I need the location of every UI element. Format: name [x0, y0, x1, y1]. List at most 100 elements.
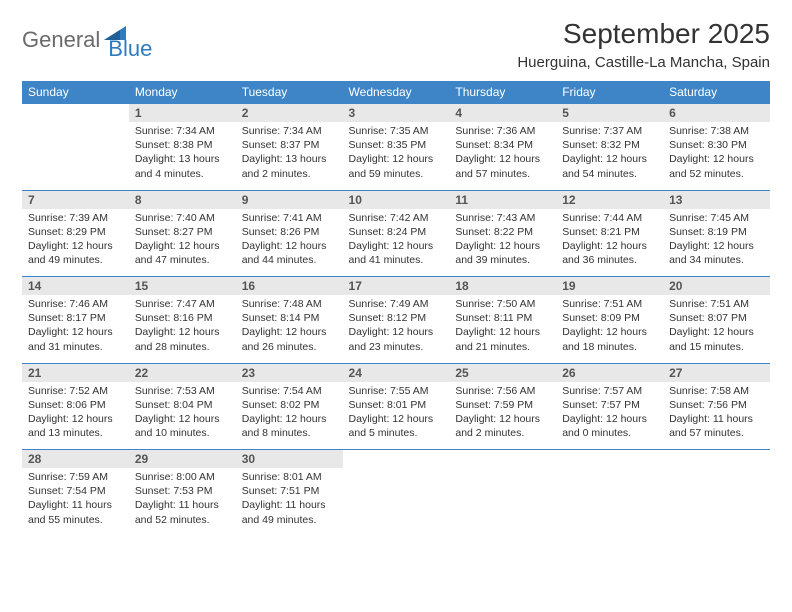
sunrise-text: Sunrise: 7:46 AM — [28, 297, 123, 311]
sunset-text: Sunset: 7:53 PM — [135, 484, 230, 498]
day-number-cell: 21 — [22, 363, 129, 382]
sunset-text: Sunset: 8:22 PM — [455, 225, 550, 239]
daylight-text: Daylight: 12 hours and 49 minutes. — [28, 239, 123, 267]
day-number-cell: 12 — [556, 190, 663, 209]
day-number-cell: 7 — [22, 190, 129, 209]
day-number-cell: 19 — [556, 277, 663, 296]
calendar-table: Sunday Monday Tuesday Wednesday Thursday… — [22, 81, 770, 536]
sunset-text: Sunset: 8:35 PM — [349, 138, 444, 152]
location: Huerguina, Castille-La Mancha, Spain — [517, 54, 770, 71]
day-number-cell: 28 — [22, 450, 129, 469]
day-number-cell — [556, 450, 663, 469]
day-detail-cell — [449, 468, 556, 536]
day-number-cell: 18 — [449, 277, 556, 296]
sunrise-text: Sunrise: 8:00 AM — [135, 470, 230, 484]
sunset-text: Sunset: 7:54 PM — [28, 484, 123, 498]
day-number-cell: 4 — [449, 104, 556, 123]
daylight-text: Daylight: 12 hours and 59 minutes. — [349, 152, 444, 180]
day-number-row: 123456 — [22, 104, 770, 123]
day-number-cell: 26 — [556, 363, 663, 382]
day-detail-row: Sunrise: 7:39 AMSunset: 8:29 PMDaylight:… — [22, 209, 770, 277]
day-detail-cell: Sunrise: 7:45 AMSunset: 8:19 PMDaylight:… — [663, 209, 770, 277]
sunrise-text: Sunrise: 7:49 AM — [349, 297, 444, 311]
sunset-text: Sunset: 8:27 PM — [135, 225, 230, 239]
day-number-cell: 14 — [22, 277, 129, 296]
sunrise-text: Sunrise: 7:43 AM — [455, 211, 550, 225]
sunrise-text: Sunrise: 7:38 AM — [669, 124, 764, 138]
sunrise-text: Sunrise: 7:58 AM — [669, 384, 764, 398]
day-detail-cell: Sunrise: 8:01 AMSunset: 7:51 PMDaylight:… — [236, 468, 343, 536]
day-detail-cell: Sunrise: 7:44 AMSunset: 8:21 PMDaylight:… — [556, 209, 663, 277]
daylight-text: Daylight: 12 hours and 0 minutes. — [562, 412, 657, 440]
day-number-cell: 1 — [129, 104, 236, 123]
day-detail-cell: Sunrise: 7:58 AMSunset: 7:56 PMDaylight:… — [663, 382, 770, 450]
daylight-text: Daylight: 12 hours and 21 minutes. — [455, 325, 550, 353]
sunrise-text: Sunrise: 7:34 AM — [135, 124, 230, 138]
day-detail-cell: Sunrise: 7:46 AMSunset: 8:17 PMDaylight:… — [22, 295, 129, 363]
sunset-text: Sunset: 8:32 PM — [562, 138, 657, 152]
sunrise-text: Sunrise: 7:44 AM — [562, 211, 657, 225]
header: General Blue September 2025 Huerguina, C… — [22, 18, 770, 71]
sunrise-text: Sunrise: 7:48 AM — [242, 297, 337, 311]
sunset-text: Sunset: 8:11 PM — [455, 311, 550, 325]
sunset-text: Sunset: 8:14 PM — [242, 311, 337, 325]
daylight-text: Daylight: 12 hours and 57 minutes. — [455, 152, 550, 180]
weekday-header: Sunday — [22, 81, 129, 104]
day-detail-row: Sunrise: 7:34 AMSunset: 8:38 PMDaylight:… — [22, 122, 770, 190]
day-number-cell: 2 — [236, 104, 343, 123]
sunset-text: Sunset: 8:21 PM — [562, 225, 657, 239]
daylight-text: Daylight: 12 hours and 8 minutes. — [242, 412, 337, 440]
day-number-cell: 13 — [663, 190, 770, 209]
day-detail-cell: Sunrise: 7:38 AMSunset: 8:30 PMDaylight:… — [663, 122, 770, 190]
day-detail-cell: Sunrise: 7:36 AMSunset: 8:34 PMDaylight:… — [449, 122, 556, 190]
sunset-text: Sunset: 8:01 PM — [349, 398, 444, 412]
sunrise-text: Sunrise: 7:39 AM — [28, 211, 123, 225]
daylight-text: Daylight: 12 hours and 18 minutes. — [562, 325, 657, 353]
day-detail-cell: Sunrise: 7:51 AMSunset: 8:09 PMDaylight:… — [556, 295, 663, 363]
sunrise-text: Sunrise: 7:36 AM — [455, 124, 550, 138]
day-detail-cell: Sunrise: 7:37 AMSunset: 8:32 PMDaylight:… — [556, 122, 663, 190]
day-number-row: 14151617181920 — [22, 277, 770, 296]
daylight-text: Daylight: 12 hours and 10 minutes. — [135, 412, 230, 440]
daylight-text: Daylight: 12 hours and 26 minutes. — [242, 325, 337, 353]
logo-text-blue: Blue — [108, 36, 152, 62]
daylight-text: Daylight: 12 hours and 13 minutes. — [28, 412, 123, 440]
sunrise-text: Sunrise: 7:54 AM — [242, 384, 337, 398]
sunset-text: Sunset: 7:59 PM — [455, 398, 550, 412]
sunrise-text: Sunrise: 7:59 AM — [28, 470, 123, 484]
daylight-text: Daylight: 12 hours and 36 minutes. — [562, 239, 657, 267]
day-number-row: 78910111213 — [22, 190, 770, 209]
day-detail-cell — [663, 468, 770, 536]
sunset-text: Sunset: 7:56 PM — [669, 398, 764, 412]
day-number-cell: 15 — [129, 277, 236, 296]
sunset-text: Sunset: 8:04 PM — [135, 398, 230, 412]
sunrise-text: Sunrise: 7:50 AM — [455, 297, 550, 311]
daylight-text: Daylight: 13 hours and 2 minutes. — [242, 152, 337, 180]
sunrise-text: Sunrise: 7:45 AM — [669, 211, 764, 225]
day-number-cell: 11 — [449, 190, 556, 209]
daylight-text: Daylight: 12 hours and 39 minutes. — [455, 239, 550, 267]
title-block: September 2025 Huerguina, Castille-La Ma… — [517, 18, 770, 71]
day-number-cell: 30 — [236, 450, 343, 469]
day-detail-cell: Sunrise: 7:53 AMSunset: 8:04 PMDaylight:… — [129, 382, 236, 450]
daylight-text: Daylight: 12 hours and 47 minutes. — [135, 239, 230, 267]
daylight-text: Daylight: 11 hours and 49 minutes. — [242, 498, 337, 526]
day-number-cell: 5 — [556, 104, 663, 123]
day-number-cell — [449, 450, 556, 469]
day-number-cell — [22, 104, 129, 123]
daylight-text: Daylight: 12 hours and 28 minutes. — [135, 325, 230, 353]
sunset-text: Sunset: 7:51 PM — [242, 484, 337, 498]
sunrise-text: Sunrise: 7:56 AM — [455, 384, 550, 398]
sunset-text: Sunset: 8:37 PM — [242, 138, 337, 152]
day-number-cell: 22 — [129, 363, 236, 382]
day-number-cell: 8 — [129, 190, 236, 209]
daylight-text: Daylight: 12 hours and 2 minutes. — [455, 412, 550, 440]
day-detail-cell: Sunrise: 8:00 AMSunset: 7:53 PMDaylight:… — [129, 468, 236, 536]
day-detail-cell: Sunrise: 7:39 AMSunset: 8:29 PMDaylight:… — [22, 209, 129, 277]
day-detail-cell: Sunrise: 7:49 AMSunset: 8:12 PMDaylight:… — [343, 295, 450, 363]
sunset-text: Sunset: 8:19 PM — [669, 225, 764, 239]
day-detail-cell — [22, 122, 129, 190]
sunrise-text: Sunrise: 7:47 AM — [135, 297, 230, 311]
day-detail-cell: Sunrise: 7:50 AMSunset: 8:11 PMDaylight:… — [449, 295, 556, 363]
sunrise-text: Sunrise: 7:51 AM — [562, 297, 657, 311]
